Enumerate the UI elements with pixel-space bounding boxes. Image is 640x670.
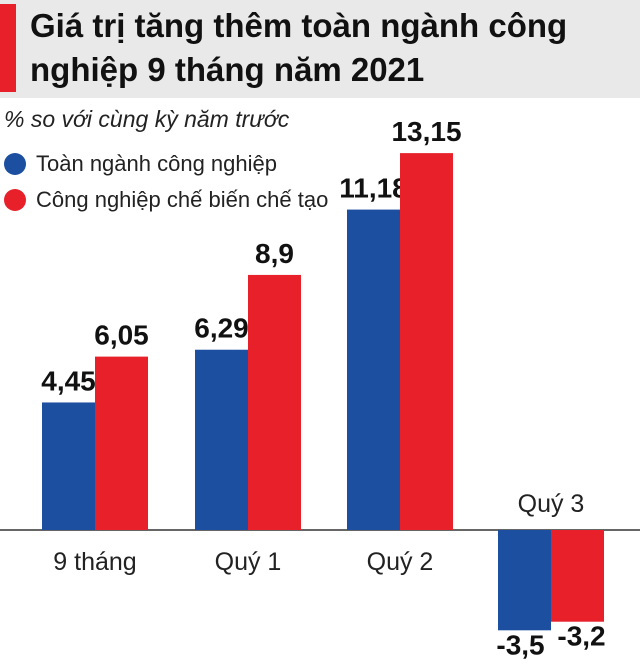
category-label-2: Quý 1 [215, 548, 282, 576]
chart-subtitle: % so với cùng kỳ năm trước [4, 106, 290, 132]
value-label-s1-2: 6,29 [194, 313, 249, 344]
value-label-s1-1: 4,45 [41, 365, 96, 396]
title-accent-bar [0, 4, 16, 92]
legend-label-series-1: Toàn ngành công nghiệp [36, 151, 277, 176]
value-label-s2-4: -3,2 [557, 621, 605, 652]
legend-dot-red-icon [4, 189, 26, 211]
bar-toan-nganh-3 [347, 209, 400, 530]
bar-che-bien-4 [551, 530, 604, 622]
category-label-4: Quý 3 [518, 490, 585, 518]
value-label-s1-3: 11,18 [339, 173, 408, 204]
value-label-s2-1: 6,05 [94, 320, 149, 351]
title-bar: Giá trị tăng thêm toàn ngành công nghiệp… [0, 0, 640, 98]
legend-item-series-2: Công nghiệp chế biến chế tạo [4, 182, 328, 218]
legend-label-series-2: Công nghiệp chế biến chế tạo [36, 187, 329, 212]
value-label-s1-4: -3,5 [496, 629, 544, 660]
value-label-s2-2: 8,9 [255, 238, 294, 269]
bar-toan-nganh-1 [42, 402, 95, 530]
bar-toan-nganh-2 [195, 349, 248, 530]
category-label-3: Quý 2 [367, 548, 434, 576]
bar-che-bien-1 [95, 356, 148, 530]
bar-toan-nganh-4 [498, 530, 551, 631]
bar-che-bien-2 [248, 274, 301, 530]
legend: Toàn ngành công nghiệp Công nghiệp chế b… [4, 146, 328, 218]
legend-dot-blue-icon [4, 153, 26, 175]
bar-che-bien-3 [400, 153, 453, 530]
chart-title: Giá trị tăng thêm toàn ngành công nghiệp… [30, 7, 568, 88]
value-label-s2-3: 13,15 [391, 116, 461, 147]
category-label-1: 9 tháng [53, 548, 136, 576]
legend-item-series-1: Toàn ngành công nghiệp [4, 146, 328, 182]
